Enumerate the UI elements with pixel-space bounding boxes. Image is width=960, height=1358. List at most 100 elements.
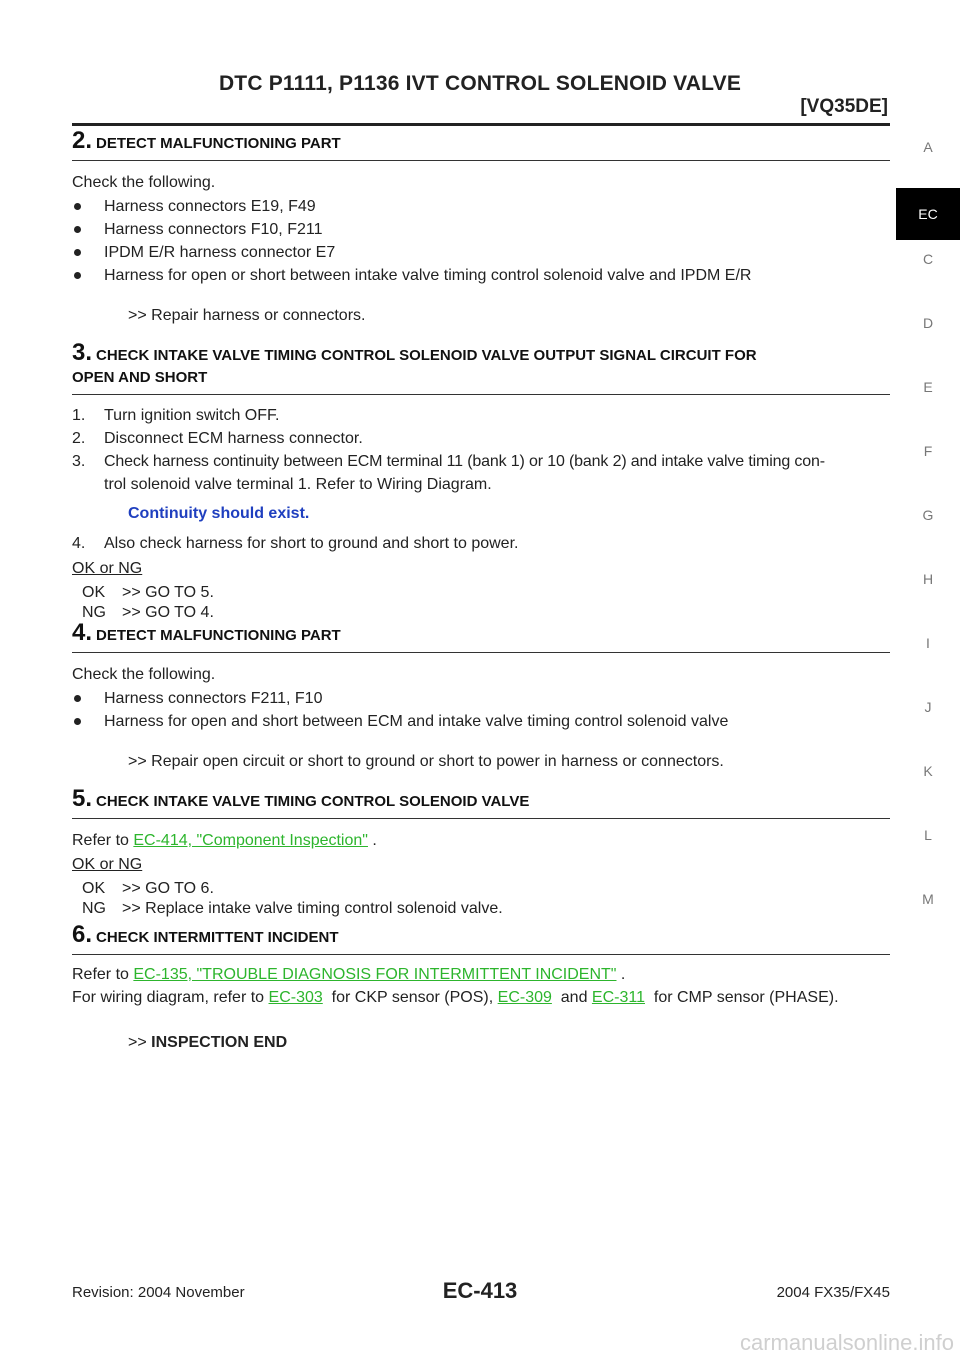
item-number: 3. — [72, 453, 86, 470]
step-3-heading: 3. CHECK INTAKE VALVE TIMING CONTROL SOLE… — [72, 339, 890, 395]
ec-311-link[interactable]: EC-311 — [591, 989, 645, 1006]
index-letter[interactable]: L — [924, 827, 932, 843]
item-number: 4. — [72, 535, 86, 552]
index-letter[interactable]: M — [922, 891, 934, 907]
step-number: 4. — [72, 619, 93, 646]
step-number: 3. — [72, 339, 93, 366]
ok-row: OK >> GO TO 5. — [72, 583, 890, 603]
ng-value: >> GO TO 4. — [122, 604, 214, 621]
step-6-heading: 6. CHECK INTERMITTENT INCIDENT — [72, 921, 890, 955]
index-letter[interactable]: C — [922, 251, 934, 267]
ok-key: OK — [82, 880, 106, 897]
spec-text: Continuity should exist. — [128, 505, 310, 522]
step-6: 6. CHECK INTERMITTENT INCIDENT Refer to E… — [72, 921, 890, 1054]
index-letter[interactable]: G — [922, 507, 934, 523]
index-letter[interactable]: I — [926, 635, 930, 651]
ok-value: >> GO TO 6. — [122, 880, 214, 897]
list-item: 4. Also check harness for short to ground… — [72, 532, 890, 555]
step-4: 4. DETECT MALFUNCTIONING PART Check the f… — [72, 619, 890, 773]
step-number: 6. — [72, 921, 93, 948]
index-letter[interactable]: F — [923, 443, 933, 459]
step-number: 2. — [72, 127, 93, 154]
end-prefix: >> — [128, 1034, 152, 1051]
step-title: DETECT MALFUNCTIONING PART — [96, 627, 341, 644]
item-number: 1. — [72, 407, 86, 424]
list-item: 2. Disconnect ECM harness connector. — [72, 427, 890, 450]
ok-value: >> GO TO 5. — [122, 584, 214, 601]
index-letter[interactable]: J — [924, 699, 932, 715]
step-action: >> Repair open circuit or short to groun… — [128, 753, 724, 770]
refer-line: Refer to EC-414, "Component Inspection" … — [72, 829, 890, 852]
bullet-item: Harness connectors F211, F10 — [72, 687, 890, 710]
index-letter[interactable]: D — [922, 315, 934, 331]
ok-key: OK — [82, 584, 106, 601]
step-2-heading: 2. DETECT MALFUNCTIONING PART — [72, 127, 890, 161]
index-letter[interactable]: A — [923, 139, 933, 155]
item-text: trol solenoid valve terminal 1. Refer to… — [104, 476, 492, 493]
ec-309-link[interactable]: EC-309 — [497, 989, 552, 1006]
step-action: >> Repair harness or connectors. — [128, 307, 366, 324]
bullet-item: IPDM E/R harness connector E7 — [72, 241, 890, 264]
ng-row: NG >> Replace intake valve timing control… — [72, 899, 890, 919]
bullet-item: Harness connectors F10, F211 — [72, 218, 890, 241]
step-title: DETECT MALFUNCTIONING PART — [96, 135, 341, 152]
ng-value: >> Replace intake valve timing control s… — [122, 900, 503, 917]
engine-subtitle: [VQ35DE] — [800, 96, 888, 117]
component-inspection-link[interactable]: EC-414, "Component Inspection" — [133, 832, 368, 849]
model-text: 2004 FX35/FX45 — [776, 1284, 890, 1301]
watermark: carmanualsonline.info — [739, 1330, 954, 1355]
step-title: CHECK INTERMITTENT INCIDENT — [96, 929, 339, 946]
intermittent-incident-link[interactable]: EC-135, "TROUBLE DIAGNOSIS FOR INTERMITT… — [133, 966, 617, 983]
wiring-line: For wiring diagram, refer to EC-303 for … — [72, 986, 890, 1009]
ng-key: NG — [82, 900, 106, 917]
bullet-item: Harness for open and short between ECM a… — [72, 710, 890, 733]
item-number: 2. — [72, 430, 86, 447]
refer-line: Refer to EC-135, "TROUBLE DIAGNOSIS FOR … — [72, 963, 890, 986]
step-intro: Check the following. — [72, 174, 216, 191]
refer-text: . — [616, 966, 626, 983]
inspection-end: >> INSPECTION END — [72, 1031, 890, 1054]
refer-text: Refer to — [72, 966, 134, 983]
list-item: 3. Check harness continuity between ECM t… — [72, 450, 890, 473]
step-title-cont: OPEN AND SHORT — [72, 369, 208, 386]
wiring-text: for CMP sensor (PHASE). — [644, 989, 839, 1006]
step-number: 5. — [72, 785, 93, 812]
list-item-cont: trol solenoid valve terminal 1. Refer to… — [72, 473, 890, 496]
wiring-text: For wiring diagram, refer to — [72, 989, 269, 1006]
page-number: EC-413 — [442, 1278, 518, 1303]
list-item: 1. Turn ignition switch OFF. — [72, 404, 890, 427]
item-text: Turn ignition switch OFF. — [104, 407, 280, 424]
step-2: 2. DETECT MALFUNCTIONING PART Check the f… — [72, 127, 890, 327]
index-letter[interactable]: K — [923, 763, 933, 779]
wiring-text: and — [551, 989, 592, 1006]
bullet-item: Harness for open or short between intake… — [72, 264, 890, 287]
step-title: CHECK INTAKE VALVE TIMING CONTROL SOLENO… — [96, 793, 530, 810]
step-5: 5. CHECK INTAKE VALVE TIMING CONTROL SOLE… — [72, 785, 890, 919]
index-letter-active[interactable]: EC — [896, 188, 960, 240]
ng-row: NG >> GO TO 4. — [72, 603, 890, 623]
header-rule — [72, 123, 890, 126]
wiring-text: for CKP sensor (POS), — [322, 989, 498, 1006]
step-4-heading: 4. DETECT MALFUNCTIONING PART — [72, 619, 890, 653]
section-index: A EC C D E F G H I J K L M — [896, 140, 960, 956]
step-3: 3. CHECK INTAKE VALVE TIMING CONTROL SOLE… — [72, 339, 890, 623]
step-title: CHECK INTAKE VALVE TIMING CONTROL SOLENO… — [96, 347, 757, 364]
ec-303-link[interactable]: EC-303 — [268, 989, 323, 1006]
procedure-list: 4. Also check harness for short to ground… — [72, 532, 890, 555]
procedure-list: 1. Turn ignition switch OFF. 2. Disconnect… — [72, 404, 890, 496]
item-text: Also check harness for short to ground a… — [104, 535, 519, 552]
index-letter[interactable]: H — [922, 571, 934, 587]
ok-ng-label: OK or NG — [72, 560, 143, 577]
item-text: Check harness continuity between ECM ter… — [104, 453, 825, 470]
refer-text: Refer to — [72, 832, 134, 849]
ng-key: NG — [82, 604, 106, 621]
bullet-item: Harness connectors E19, F49 — [72, 195, 890, 218]
index-letter[interactable]: E — [923, 379, 933, 395]
step-intro: Check the following. — [72, 666, 216, 683]
step-5-heading: 5. CHECK INTAKE VALVE TIMING CONTROL SOLE… — [72, 785, 890, 819]
end-label: INSPECTION END — [151, 1034, 288, 1051]
ok-ng-label: OK or NG — [72, 856, 143, 873]
item-text: Disconnect ECM harness connector. — [104, 430, 363, 447]
page-title: DTC P1111, P1136 IVT CONTROL SOLENOID VA… — [218, 72, 742, 95]
revision-text: Revision: 2004 November — [72, 1284, 245, 1301]
